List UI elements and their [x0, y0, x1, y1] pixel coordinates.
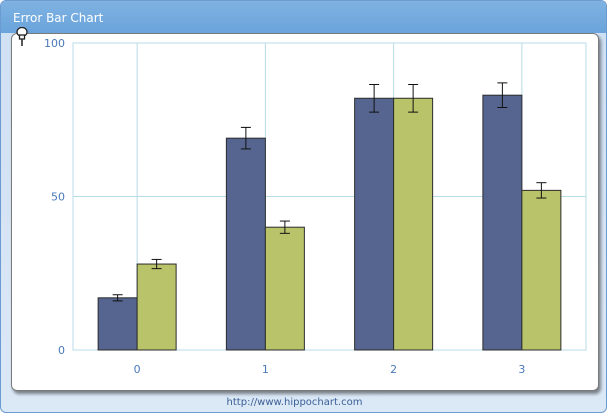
- bar-series-2: [521, 189, 562, 351]
- pin-icon[interactable]: [15, 27, 29, 47]
- y-tick-label: 0: [58, 344, 65, 357]
- bar-series-1: [482, 94, 523, 351]
- bar-series-2: [393, 97, 434, 351]
- bars: [97, 94, 562, 351]
- bar-series-1: [354, 97, 395, 351]
- bar-series-1: [225, 137, 266, 351]
- error-bars: [112, 82, 547, 302]
- bar-series-2: [264, 226, 305, 351]
- x-tick-label: 1: [262, 363, 269, 376]
- title-bar: Error Bar Chart: [1, 1, 606, 33]
- bar-series-1: [97, 297, 138, 351]
- y-tick-label: 50: [51, 191, 65, 204]
- x-tick-label: 2: [390, 363, 397, 376]
- y-tick-label: 100: [44, 37, 65, 50]
- x-tick-label: 0: [134, 363, 141, 376]
- footer-link[interactable]: http://www.hippochart.com: [226, 397, 363, 408]
- window-title: Error Bar Chart: [13, 11, 104, 25]
- x-tick-label: 3: [518, 363, 525, 376]
- axis-labels: 0 50 100 0 1 2 3: [44, 37, 525, 376]
- bar-series-2: [136, 263, 177, 351]
